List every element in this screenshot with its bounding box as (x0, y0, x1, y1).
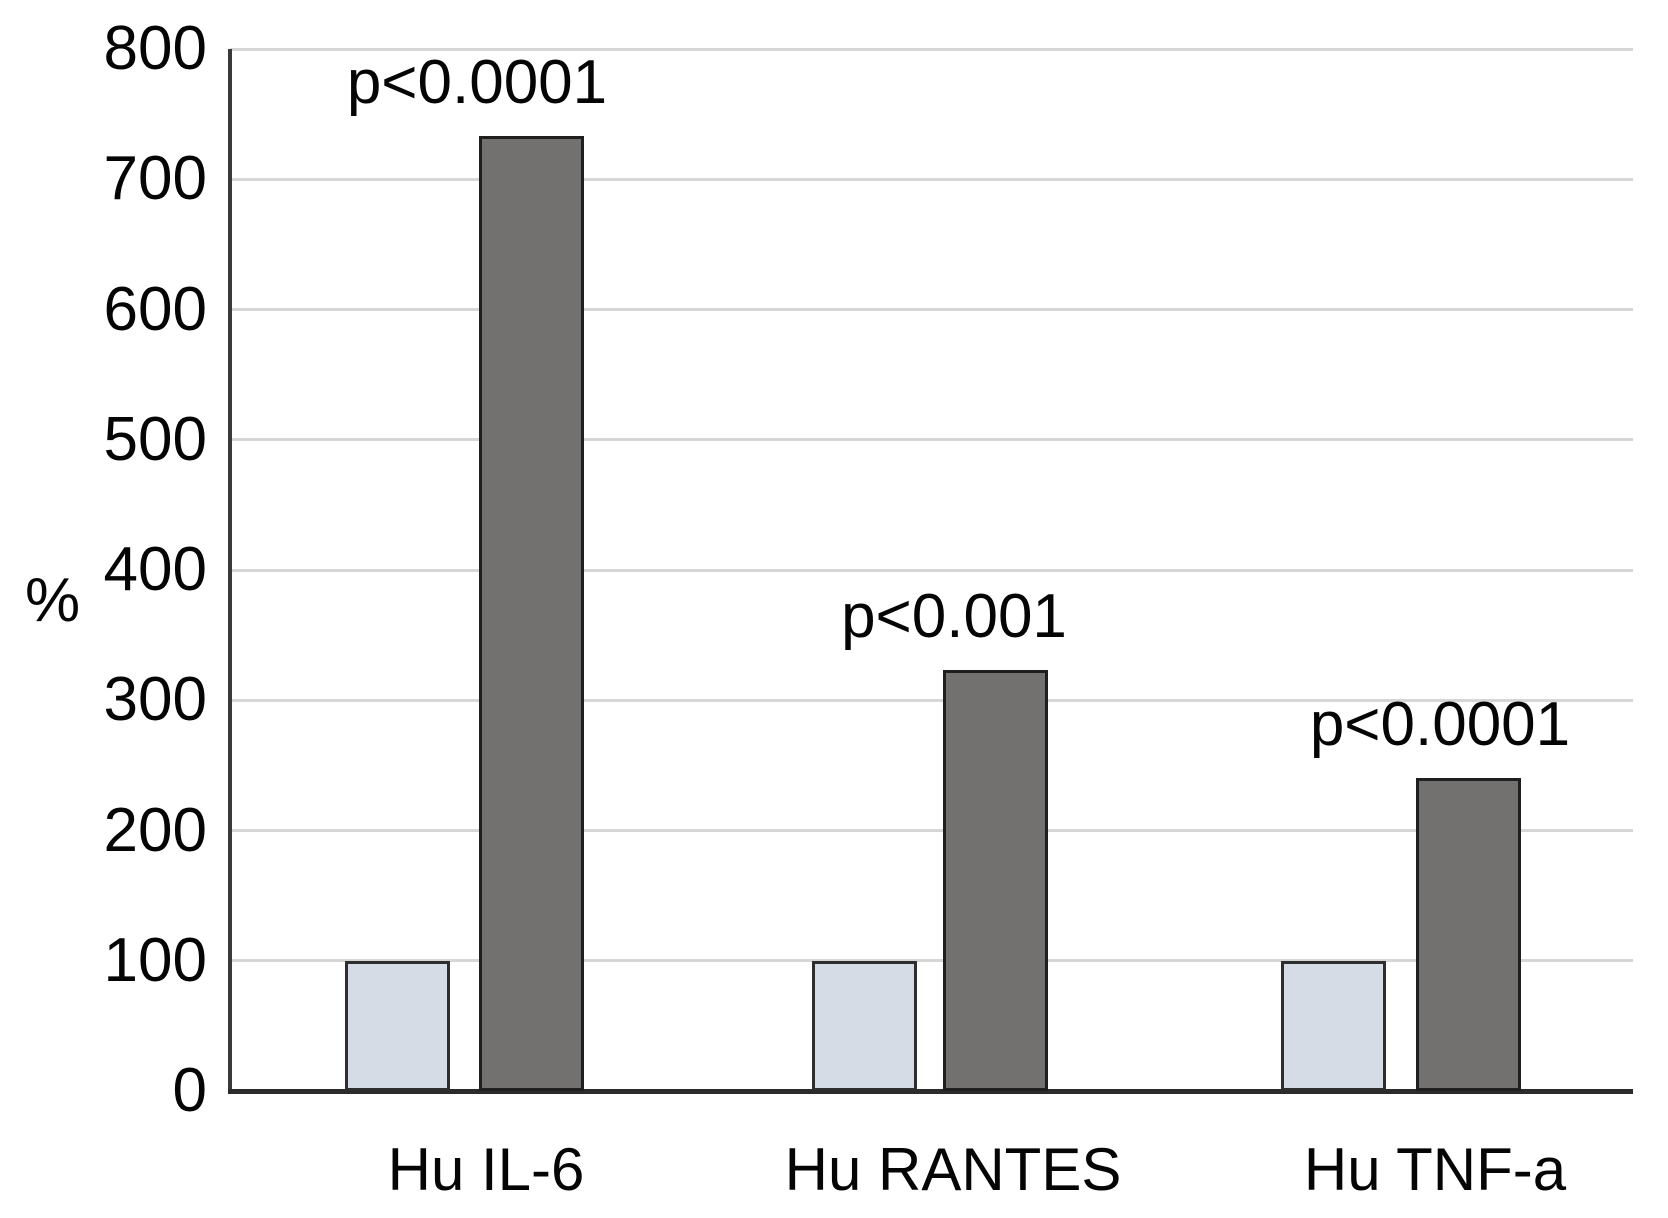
bar-light-3 (1281, 960, 1386, 1091)
x-category-label: Hu IL-6 (387, 1136, 585, 1203)
bar-light-2 (812, 960, 917, 1091)
y-tick-label: 300 (103, 665, 207, 735)
bar-dark-1 (479, 136, 584, 1091)
y-tick-label: 700 (103, 144, 207, 214)
y-axis-title: % (25, 566, 81, 635)
bar-dark-2 (943, 670, 1048, 1091)
x-category-label: Hu TNF-a (1303, 1136, 1567, 1203)
bar-dark-3 (1416, 778, 1521, 1091)
bar-light-1 (345, 960, 450, 1091)
p-value-annotation: p<0.0001 (346, 48, 608, 118)
gridline (230, 308, 1633, 311)
p-value-annotation: p<0.0001 (1309, 690, 1571, 760)
y-tick-label: 200 (103, 795, 207, 865)
y-axis-line (228, 49, 232, 1094)
y-tick-label: 500 (103, 404, 207, 474)
gridline (230, 438, 1633, 442)
p-value-annotation: p<0.001 (841, 582, 1067, 652)
gridline (230, 177, 1633, 181)
y-tick-label: 400 (103, 535, 207, 604)
x-category-label: Hu RANTES (784, 1136, 1122, 1203)
y-tick-label: 0 (172, 1056, 207, 1125)
gridline (230, 47, 1633, 51)
y-tick-label: 800 (103, 14, 207, 83)
x-axis-line (228, 1089, 1633, 1094)
y-tick-label: 100 (103, 925, 207, 995)
gridline (230, 829, 1633, 832)
gridline (230, 959, 1633, 963)
y-tick-label: 600 (103, 274, 207, 344)
gridline (230, 698, 1633, 702)
gridline (230, 568, 1633, 572)
